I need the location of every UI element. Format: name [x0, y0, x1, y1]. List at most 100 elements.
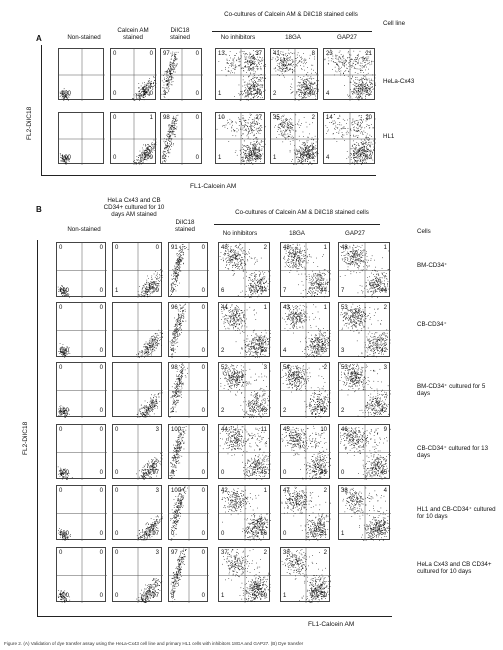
panel-b-r4-c2-quadrant-tr: 0 — [201, 488, 205, 494]
panel-b-r3-c0-scatter — [57, 425, 107, 480]
panel-b-r3-c1-quadrant-bl: 0 — [115, 470, 119, 476]
panel-b-r1-c0-events — [58, 343, 71, 358]
panel-b-r0-c4-scatter — [281, 243, 331, 298]
panel-a-r0-c4-quadrant-bl: 2 — [273, 91, 277, 97]
panel-a-r1-c0-quadrant-bl: 100 — [61, 155, 72, 161]
panel-b-r4-c4-events — [281, 486, 331, 541]
panel-a-header-diic: DiIC18 stained — [170, 27, 190, 41]
panel-b-r2-c5-quadrant-bl: 2 — [341, 408, 345, 414]
panel-b-r5-c2-quadrant-br: 0 — [201, 593, 205, 599]
panel-a-r0-c0-events — [59, 88, 71, 101]
panel-b-r3-c3-quadrant-bl: 0 — [221, 470, 225, 476]
panel-a-x-axis-line — [41, 175, 376, 176]
panel-a-r1-c0-scatter — [59, 113, 105, 165]
panel-a-r1-c3-plot: 10 27 1 62 — [215, 112, 266, 165]
panel-a-xlabel: FL1-Calcein AM — [190, 183, 237, 190]
panel-b-r4-c0-quadrant-br: 0 — [99, 531, 103, 537]
panel-a-r1-c1-quadrant-tl: 0 — [113, 115, 117, 121]
panel-b-r1-c3-events — [221, 303, 271, 358]
panel-b-r3-c4-scatter — [281, 425, 331, 480]
panel-b-r0-c2-events — [170, 244, 189, 297]
panel-b-r3-c2-scatter — [169, 425, 209, 480]
panel-b-r1-c0-scatter — [57, 303, 107, 358]
panel-b-r3-c4-events — [281, 425, 331, 480]
panel-a-header-noinh: No inhibitors — [220, 34, 256, 41]
panel-b-r2-c3-quadrant-tl: 52 — [221, 365, 228, 371]
panel-b-r0-c5-quadrant-bl: 7 — [341, 288, 345, 294]
panel-b-r5-c4-events — [281, 548, 331, 603]
panel-b-r3-c5-quadrant-bl: 0 — [341, 470, 345, 476]
panel-b-r3-c0-events — [57, 466, 73, 480]
panel-b-r2-c0-quadrant-br: 0 — [99, 408, 103, 414]
panel-b-r4-c3-quadrant-br: 56 — [260, 531, 267, 537]
panel-b-r3-c5-quadrant-tr: 9 — [383, 427, 387, 433]
panel-a-r1-c0-events — [59, 153, 70, 165]
panel-b-r4-c4-quadrant-tl: 47 — [283, 488, 290, 494]
panel-b-r3-c4-quadrant-br: 45 — [320, 470, 327, 476]
panel-a-r0-c3-quadrant-bl: 1 — [218, 91, 222, 97]
panel-b-r2-c1-events — [136, 392, 163, 418]
panel-a-r0-c4-quadrant-br: 49 — [308, 91, 315, 97]
panel-b-r0-c3-plot: 48 2 6 44 — [218, 242, 271, 298]
panel-a-r0-c5-quadrant-br: 52 — [365, 91, 372, 97]
panel-b-header-cocult: Co-cultures of Calcein AM & DiIC18 stain… — [235, 209, 369, 216]
panel-b-r0-c0-quadrant-tr: 0 — [99, 245, 103, 251]
panel-b-r3-c0-quadrant-tr: 0 — [99, 427, 103, 433]
panel-b-r1-c4-quadrant-br: 53 — [320, 348, 327, 354]
panel-b-header-gap27: GAP27 — [345, 230, 365, 237]
panel-a-r1-c5-events — [325, 114, 376, 165]
panel-b-r0-c1-quadrant-tl: 0 — [115, 245, 119, 251]
panel-b-r2-c5-scatter — [339, 363, 391, 418]
panel-b-r5-c0-quadrant-bl: 100 — [59, 593, 70, 599]
panel-b-r1-c2-quadrant-tl: 96 — [171, 305, 178, 311]
panel-b-r4-c3-quadrant-tl: 42 — [221, 488, 228, 494]
panel-b-r5-c4-scatter — [281, 548, 331, 603]
panel-a-r0-c0-plot: 100 — [58, 48, 105, 101]
figure-caption: Figure 2. (A) Validation of dye transfer… — [4, 641, 304, 646]
panel-b-r2-c1-plot — [112, 362, 163, 418]
panel-b-row-label-0: BM-CD34⁺ — [417, 262, 448, 269]
panel-b-r2-c5-plot: 53 3 2 42 — [338, 362, 391, 418]
panel-a-r1-c1-quadrant-tr: 1 — [149, 115, 153, 121]
panel-b-r1-c3-plot: 44 1 2 53 — [218, 302, 271, 358]
panel-a-r0-c1-quadrant-tr: 0 — [149, 51, 153, 57]
panel-b-r4-c3-quadrant-tr: 1 — [263, 488, 267, 494]
panel-b-r3-c5-plot: 46 9 0 45 — [338, 424, 391, 480]
panel-a-r0-c5-scatter — [324, 49, 376, 101]
panel-b-r4-c5-quadrant-bl: 1 — [341, 531, 345, 537]
panel-b-r4-c2-plot: 100 0 0 0 — [168, 485, 209, 541]
panel-b-r1-c3-quadrant-br: 53 — [260, 348, 267, 354]
panel-a-r1-c2-events — [161, 114, 179, 163]
panel-b-r3-c1-scatter — [113, 425, 163, 480]
panel-b-r2-c4-scatter — [281, 363, 331, 418]
panel-a-r0-c3-quadrant-tr: 37 — [255, 51, 262, 57]
panel-a-letter: A — [36, 34, 42, 43]
panel-b-r4-c2-quadrant-tl: 100 — [171, 488, 182, 494]
panel-b-r4-c0-events — [58, 528, 71, 541]
panel-b-xlabel: FL1-Calcein AM — [308, 621, 355, 628]
panel-b-r3-c5-events — [340, 427, 391, 480]
panel-b-r5-c1-quadrant-bl: 0 — [115, 593, 119, 599]
panel-a-r1-c3-quadrant-bl: 1 — [218, 155, 222, 161]
panel-b-r3-c1-quadrant-tl: 0 — [115, 427, 119, 433]
panel-b-header-cells: Cells — [417, 228, 431, 235]
panel-b-r5-c2-plot: 97 0 3 0 — [168, 547, 209, 603]
panel-b-r4-c4-scatter — [281, 486, 331, 541]
panel-b-r4-c1-events — [136, 515, 163, 541]
panel-b-r1-c2-plot: 96 0 4 0 — [168, 302, 209, 358]
panel-b-r0-c0-plot: 0 0 100 0 — [56, 242, 107, 298]
panel-a-r1-c3-events — [216, 113, 266, 165]
panel-b-r4-c3-plot: 42 1 0 56 — [218, 485, 271, 541]
panel-b-header-diic: DiIC18 stained — [175, 219, 195, 233]
panel-b-r0-c3-quadrant-tr: 2 — [263, 245, 267, 251]
panel-a-r0-c4-events — [271, 49, 319, 101]
panel-a-r1-c2-quadrant-tl: 98 — [163, 115, 170, 121]
panel-a-y-axis-line — [41, 45, 42, 175]
panel-b-r4-c4-quadrant-br: 51 — [320, 531, 327, 537]
panel-b-header-noinh: No inhibitors — [222, 230, 258, 237]
panel-b-r0-c1-quadrant-br: 99 — [152, 288, 159, 294]
panel-b-r5-c4-quadrant-tr: 2 — [323, 550, 327, 556]
panel-b-r2-c2-quadrant-tl: 98 — [171, 365, 178, 371]
panel-a-r0-c3-scatter — [216, 49, 266, 101]
panel-b-header-calcein: HeLa Cx43 and CB CD34+ cultured for 10 d… — [103, 197, 165, 218]
